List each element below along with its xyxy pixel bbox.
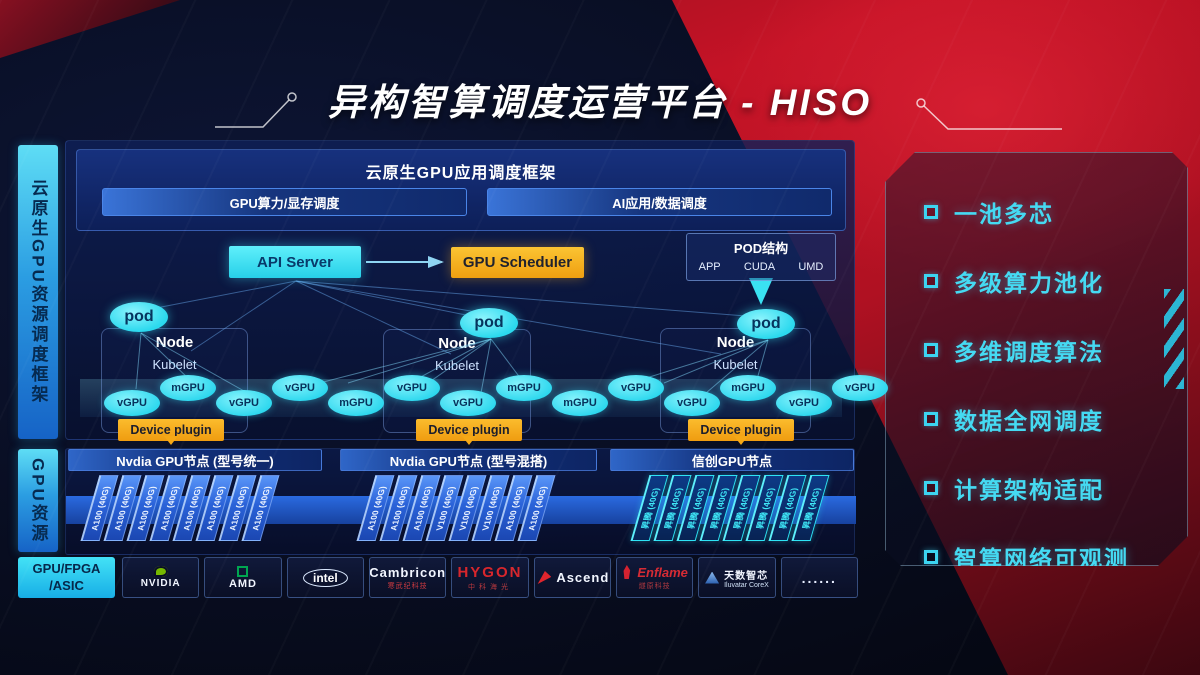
gpu-unit-ellipse: vGPU <box>272 375 328 401</box>
vendor-more: ...... <box>780 557 858 598</box>
device-plugin-3: Device plugin <box>688 419 794 441</box>
hardware-type-box: GPU/FPGA /ASIC <box>18 557 115 598</box>
gpu-unit-ellipse: vGPU <box>608 375 664 401</box>
gpu-unit-ellipse: mGPU <box>552 390 608 416</box>
square-bullet-icon <box>924 550 938 564</box>
square-bullet-icon <box>924 481 938 495</box>
gpu-card-group-2: A100 (40G) A100 (40G) A100 (40G) V100 (40G)… <box>356 475 556 545</box>
vendor-intel: intel <box>286 557 364 598</box>
vendor-sublabel: 中科海光 <box>467 583 512 591</box>
feature-item: 多级算力池化 <box>924 264 1187 298</box>
amd-square-icon <box>237 565 249 577</box>
vendor-enflame: Enflame 燧原科技 <box>615 557 694 598</box>
vendor-sublabel: 寒武纪科技 <box>387 582 428 590</box>
gpu-card-group-1: A100 (40G) A100 (40G) A100 (40G) A100 (40G)… <box>80 475 280 545</box>
feature-item: 计算架构适配 <box>924 471 1187 505</box>
gpu-unit-ellipse: mGPU <box>496 375 552 401</box>
module-ai-data-scheduling: AI应用/数据调度 <box>487 188 832 216</box>
pod-ellipse-1: pod <box>110 302 168 332</box>
feature-label: 计算架构适配 <box>954 477 1104 503</box>
vendor-label: Cambricon <box>369 564 447 580</box>
square-bullet-icon <box>924 205 938 219</box>
vendor-logo-row: NVIDIA AMD intel Cambricon 寒武纪科技 HYGON 中… <box>122 557 858 598</box>
vendor-ascend: Ascend <box>533 557 611 598</box>
vendor-nvidia: NVIDIA <box>122 557 200 598</box>
pod-ellipse-2: pod <box>460 308 518 338</box>
square-bullet-icon <box>924 412 938 426</box>
vendor-label: HYGON <box>457 563 523 581</box>
gpu-node-bar-uniform: Nvdia GPU节点 (型号统一) <box>68 449 322 471</box>
sidebar-gpu-resource-label: GPU资源 <box>18 449 58 552</box>
vendor-label: Enflame <box>637 564 688 580</box>
vendor-label: Ascend <box>556 570 610 585</box>
pod-layer-app: APP <box>698 261 721 273</box>
pod-ellipse-3: pod <box>737 309 795 339</box>
feature-label: 一池多芯 <box>954 201 1054 227</box>
vendor-cambricon: Cambricon 寒武纪科技 <box>368 557 447 598</box>
gpu-unit-ellipse: vGPU <box>384 375 440 401</box>
device-plugin-2: Device plugin <box>416 419 522 441</box>
scheduling-framework-section: 云原生GPU应用调度框架 GPU算力/显存调度 AI应用/数据调度 <box>65 140 888 441</box>
gpu-unit-ellipse: vGPU <box>440 390 496 416</box>
vendor-hygon: HYGON 中科海光 <box>451 557 529 598</box>
gpu-scheduler-box: GPU Scheduler <box>451 247 584 278</box>
kubelet-label: Kubelet <box>713 357 758 372</box>
pod-layer-umd: UMD <box>798 261 824 273</box>
more-dots: ...... <box>801 569 837 586</box>
vendor-label: NVIDIA <box>140 578 181 589</box>
framework-title: 云原生GPU应用调度框架 <box>365 165 557 182</box>
vendor-amd: AMD <box>204 557 282 598</box>
ascend-triangle-icon <box>537 571 552 584</box>
feature-label: 数据全网调度 <box>954 408 1104 434</box>
pod-structure-box: POD结构 APP CUDA UMD <box>686 233 836 281</box>
hardware-line2: /ASIC <box>49 577 84 593</box>
square-bullet-icon <box>924 274 938 288</box>
gpu-unit-ellipse: vGPU <box>776 390 832 416</box>
feature-label: 多维调度算法 <box>954 339 1104 365</box>
vendor-label: 天数智芯 <box>724 570 769 582</box>
gpu-node-bar-xinchuang: 信创GPU节点 <box>610 449 854 471</box>
square-bullet-icon <box>924 343 938 357</box>
kubelet-label: Kubelet <box>434 358 480 373</box>
gpu-unit-row: vGPU mGPU vGPU vGPU mGPU vGPU vGPU mGPU mGPU vGPU… <box>104 375 888 423</box>
gpu-unit-ellipse: vGPU <box>832 375 888 401</box>
gpu-resource-section: Nvdia GPU节点 (型号统一) Nvdia GPU节点 (型号混搭) 信创… <box>65 448 856 555</box>
enflame-flame-icon <box>623 565 631 579</box>
pod-layer-cuda: CUDA <box>743 261 776 273</box>
vendor-iluvatar: 天数智芯 Iluvatar CoreX <box>698 557 776 598</box>
api-server-box: API Server <box>229 246 361 278</box>
hazard-stripes-decoration <box>1164 289 1184 389</box>
vendor-sublabel: Iluvatar CoreX <box>724 581 769 589</box>
gpu-unit-ellipse: mGPU <box>328 390 384 416</box>
app-scheduling-framework-box: 云原生GPU应用调度框架 GPU算力/显存调度 AI应用/数据调度 <box>76 149 846 231</box>
nvidia-eye-icon <box>153 566 168 577</box>
module-gpu-compute-scheduling: GPU算力/显存调度 <box>102 188 467 216</box>
gpu-unit-ellipse: mGPU <box>160 375 216 401</box>
feature-list: 一池多芯 多级算力池化 多维调度算法 数据全网调度 <box>886 153 1187 574</box>
device-plugin-1: Device plugin <box>118 419 224 441</box>
hardware-line1: GPU/FPGA <box>32 561 101 577</box>
gpu-node-bar-mixed: Nvdia GPU节点 (型号混搭) <box>340 449 597 471</box>
page-title: 异构智算调度运营平台 - HISO <box>327 82 873 123</box>
vendor-label: AMD <box>228 577 258 590</box>
node-label: Node <box>438 335 476 352</box>
gpu-unit-ellipse: mGPU <box>720 375 776 401</box>
feature-item: 一池多芯 <box>924 195 1187 229</box>
gpu-unit-ellipse: vGPU <box>664 390 720 416</box>
feature-panel: 一池多芯 多级算力池化 多维调度算法 数据全网调度 <box>885 152 1188 566</box>
gpu-card-group-3: 昇腾 (40G) 昇腾 (40G) 昇腾 (40G) 昇腾 (40G) 昇腾 (40G)… <box>630 475 830 545</box>
intel-oval-icon: intel <box>302 568 348 587</box>
sidebar-framework-label: 云原生GPU资源调度框架 <box>18 145 58 439</box>
connector-lines <box>135 256 773 394</box>
feature-label: 多级算力池化 <box>954 270 1104 296</box>
gpu-unit-ellipse: vGPU <box>104 390 160 416</box>
feature-item: 数据全网调度 <box>924 402 1187 436</box>
vendor-sublabel: 燧原科技 <box>638 582 671 590</box>
iluvatar-triangle-icon <box>705 571 720 584</box>
feature-item: 多维调度算法 <box>924 333 1187 367</box>
gpu-unit-ellipse: vGPU <box>216 390 272 416</box>
pod-structure-title: POD结构 <box>733 241 789 256</box>
corner-streak <box>0 0 180 58</box>
